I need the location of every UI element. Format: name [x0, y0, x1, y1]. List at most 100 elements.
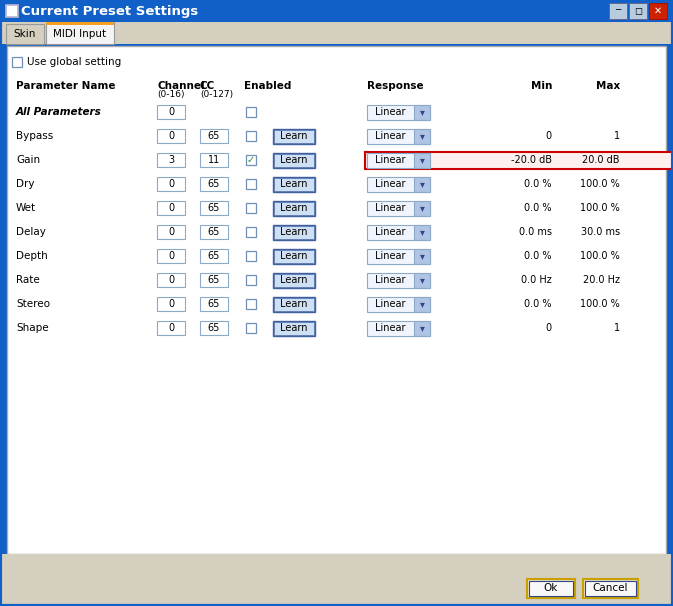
- Text: 30.0 ms: 30.0 ms: [581, 227, 620, 237]
- Text: 100.0 %: 100.0 %: [580, 203, 620, 213]
- Bar: [273, 248, 315, 264]
- Text: ▾: ▾: [419, 251, 425, 261]
- Text: 65: 65: [208, 251, 220, 261]
- Bar: [273, 176, 315, 191]
- Text: ▾: ▾: [419, 203, 425, 213]
- Text: 0: 0: [168, 131, 174, 141]
- Text: Rate: Rate: [16, 275, 40, 285]
- Bar: [414, 273, 430, 287]
- Bar: [200, 249, 228, 263]
- Bar: [367, 321, 430, 336]
- Bar: [414, 104, 430, 119]
- Bar: [414, 128, 430, 144]
- Bar: [273, 296, 315, 311]
- Bar: [200, 225, 228, 239]
- Bar: [274, 298, 314, 310]
- Text: Max: Max: [596, 81, 620, 91]
- Text: Parameter Name: Parameter Name: [16, 81, 116, 91]
- Bar: [157, 321, 185, 335]
- Bar: [367, 176, 430, 191]
- Bar: [200, 153, 228, 167]
- Text: 100.0 %: 100.0 %: [580, 179, 620, 189]
- Text: Delay: Delay: [16, 227, 46, 237]
- Bar: [46, 22, 114, 25]
- Text: Linear: Linear: [376, 251, 406, 261]
- Text: 0: 0: [546, 323, 552, 333]
- Text: ▾: ▾: [419, 131, 425, 141]
- Bar: [7, 46, 666, 554]
- Text: ▾: ▾: [419, 227, 425, 237]
- Text: 0: 0: [168, 275, 174, 285]
- Bar: [274, 273, 314, 287]
- Bar: [157, 297, 185, 311]
- Text: Learn: Learn: [280, 179, 308, 189]
- Text: Skin: Skin: [14, 29, 36, 39]
- Text: ▾: ▾: [419, 323, 425, 333]
- Bar: [157, 273, 185, 287]
- Bar: [274, 178, 314, 190]
- Text: 0.0 %: 0.0 %: [524, 299, 552, 309]
- Bar: [274, 153, 314, 167]
- Text: ▾: ▾: [419, 299, 425, 309]
- Text: Depth: Depth: [16, 251, 48, 261]
- Bar: [246, 251, 256, 261]
- Bar: [367, 296, 430, 311]
- Bar: [246, 275, 256, 285]
- Text: ▾: ▾: [419, 107, 425, 117]
- Bar: [246, 107, 256, 117]
- Text: 0: 0: [546, 131, 552, 141]
- Text: 0: 0: [168, 299, 174, 309]
- Text: 0.0 %: 0.0 %: [524, 179, 552, 189]
- Bar: [0, 22, 673, 44]
- Bar: [0, 0, 673, 22]
- Text: All Parameters: All Parameters: [16, 107, 102, 117]
- Text: (0-127): (0-127): [200, 90, 233, 99]
- Bar: [414, 201, 430, 216]
- Bar: [157, 177, 185, 191]
- Bar: [0, 554, 673, 606]
- Bar: [157, 225, 185, 239]
- Text: 65: 65: [208, 179, 220, 189]
- Bar: [414, 296, 430, 311]
- Bar: [246, 203, 256, 213]
- Bar: [365, 152, 673, 168]
- Bar: [583, 579, 638, 598]
- Bar: [46, 22, 114, 44]
- Bar: [414, 224, 430, 239]
- Bar: [200, 273, 228, 287]
- Text: (0-16): (0-16): [157, 90, 184, 99]
- Text: Learn: Learn: [280, 275, 308, 285]
- Text: ◻: ◻: [634, 6, 642, 16]
- Text: ▾: ▾: [419, 179, 425, 189]
- Bar: [527, 579, 575, 598]
- Bar: [367, 273, 430, 287]
- Bar: [246, 299, 256, 309]
- Text: 0: 0: [168, 227, 174, 237]
- Bar: [273, 153, 315, 167]
- Text: 65: 65: [208, 323, 220, 333]
- Text: Linear: Linear: [376, 299, 406, 309]
- Bar: [274, 322, 314, 335]
- Text: Use global setting: Use global setting: [27, 57, 121, 67]
- Text: Stereo: Stereo: [16, 299, 50, 309]
- Bar: [246, 227, 256, 237]
- Bar: [246, 179, 256, 189]
- Text: Bypass: Bypass: [16, 131, 53, 141]
- Text: Learn: Learn: [280, 155, 308, 165]
- Bar: [609, 3, 627, 19]
- Bar: [367, 104, 430, 119]
- Text: Learn: Learn: [280, 299, 308, 309]
- Bar: [200, 321, 228, 335]
- Bar: [414, 321, 430, 336]
- Bar: [273, 201, 315, 216]
- Text: Linear: Linear: [376, 107, 406, 117]
- Bar: [585, 581, 636, 596]
- Text: 20.0 Hz: 20.0 Hz: [583, 275, 620, 285]
- Text: Channel: Channel: [157, 81, 205, 91]
- Bar: [629, 3, 647, 19]
- Text: 0: 0: [168, 203, 174, 213]
- Text: Current Preset Settings: Current Preset Settings: [21, 4, 199, 18]
- Text: Linear: Linear: [376, 275, 406, 285]
- Bar: [246, 131, 256, 141]
- Text: Learn: Learn: [280, 227, 308, 237]
